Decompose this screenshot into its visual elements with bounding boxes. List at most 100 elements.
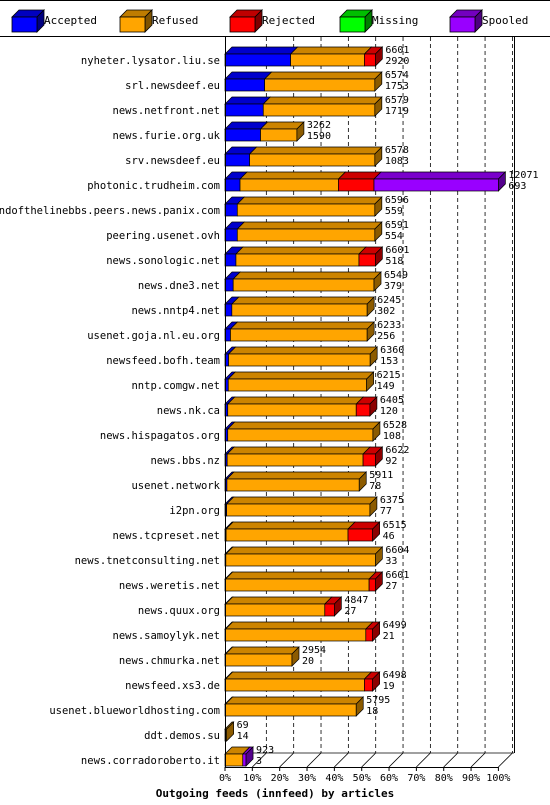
bar-segment-accepted bbox=[224, 153, 250, 167]
value-label-total: 69 bbox=[237, 720, 249, 731]
grid-floor-line bbox=[279, 752, 294, 768]
bar-segment-rejected bbox=[364, 53, 376, 67]
value-label-total: 6604 bbox=[385, 545, 409, 556]
bar-segment-refused-side bbox=[226, 721, 234, 742]
bar-segment-refused bbox=[249, 153, 376, 167]
legend-swatch-refused bbox=[119, 16, 146, 33]
bar-row-news-chmurka-net bbox=[224, 646, 300, 667]
bar-row-news-nk-ca bbox=[224, 396, 378, 417]
grid-floor-line bbox=[498, 752, 513, 768]
bar-segment-refused bbox=[225, 628, 367, 642]
value-label-accepted: 33 bbox=[385, 556, 397, 567]
bar-segment-refused bbox=[226, 503, 371, 517]
category-label: srv.newsdeef.eu bbox=[125, 155, 220, 167]
bar-segment-accepted bbox=[224, 278, 234, 292]
value-label-total: 6245 bbox=[377, 295, 401, 306]
bar-segment-spooled-side bbox=[245, 746, 254, 767]
bar-segment-refused-top bbox=[229, 321, 376, 330]
bar-segment-refused-top bbox=[230, 296, 376, 305]
bar-segment-refused bbox=[225, 603, 326, 617]
bar-segment-refused-top bbox=[226, 421, 381, 430]
bar-segment-refused-side bbox=[291, 646, 300, 667]
bar-row-nyheter-lysator-liu-se bbox=[224, 46, 384, 67]
category-label: news.tnetconsulting.net bbox=[75, 555, 220, 567]
legend-label-spooled: Spooled bbox=[482, 14, 528, 27]
bar-row-newsfeed-xs3-de bbox=[224, 671, 381, 692]
bar-segment-refused bbox=[239, 178, 339, 192]
x-tick-label: 90% bbox=[462, 773, 480, 784]
category-label: news.dne3.net bbox=[138, 280, 220, 292]
bar-segment-accepted bbox=[224, 303, 233, 317]
bar-segment-accepted-top bbox=[224, 46, 299, 55]
bar-segment-rejected-side bbox=[334, 596, 342, 617]
bar-segment-rejected bbox=[338, 178, 375, 192]
value-label-total: 6601 bbox=[385, 245, 409, 256]
bar-row-usenet-network bbox=[224, 471, 368, 492]
value-label-total: 6622 bbox=[385, 445, 409, 456]
bar-segment-rejected bbox=[355, 403, 371, 417]
value-label-accepted: 2920 bbox=[385, 56, 409, 67]
bar-segment-rejected bbox=[358, 253, 376, 267]
legend-item-refused: Refused bbox=[119, 9, 198, 33]
category-label: nyheter.lysator.liu.se bbox=[81, 55, 220, 67]
bar-row-newsfeed-bofh-team bbox=[224, 346, 379, 367]
category-label: news.nntp4.net bbox=[131, 305, 220, 317]
bar-row-news-bbs-nz bbox=[224, 446, 384, 467]
value-label-accepted: 153 bbox=[380, 356, 398, 367]
value-label-total: 6360 bbox=[380, 345, 404, 356]
bar-segment-refused-side bbox=[375, 546, 383, 567]
bar-segment-refused bbox=[227, 378, 367, 392]
value-label-accepted: 20 bbox=[302, 656, 314, 667]
bar-segment-refused bbox=[236, 203, 376, 217]
x-tick-label: 10% bbox=[243, 773, 261, 784]
value-label-total: 6596 bbox=[385, 195, 409, 206]
bar-segment-refused-top bbox=[232, 271, 382, 280]
bar-segment-refused bbox=[226, 478, 360, 492]
bar-segment-rejected-side bbox=[372, 621, 380, 642]
bar-segment-refused-side bbox=[374, 196, 383, 217]
category-label: news.weretis.net bbox=[119, 580, 220, 592]
bar-row-news-dne3-net bbox=[224, 271, 382, 292]
bar-segment-refused-top bbox=[224, 671, 373, 680]
value-label-total: 2954 bbox=[302, 645, 326, 656]
bar-row-news-quux-org bbox=[224, 596, 343, 617]
bar-segment-refused-top bbox=[224, 571, 377, 580]
bar-segment-spooled bbox=[373, 178, 499, 192]
value-label-accepted: 554 bbox=[385, 231, 403, 242]
bar-segment-rejected bbox=[364, 678, 373, 692]
category-label: photonic.trudheim.com bbox=[87, 180, 220, 192]
chart-bars bbox=[224, 46, 507, 767]
bar-segment-refused-side bbox=[366, 296, 375, 317]
bar-segment-refused-top bbox=[225, 496, 378, 505]
category-label: newsfeed.bofh.team bbox=[106, 355, 220, 367]
bar-segment-refused bbox=[227, 403, 357, 417]
category-label: news.tcpreset.net bbox=[113, 530, 220, 542]
category-label: ddt.demos.su bbox=[144, 730, 220, 742]
bar-row-news-tnetconsulting-net bbox=[224, 546, 384, 567]
legend-swatch-missing bbox=[339, 16, 366, 33]
legend-label-refused: Refused bbox=[152, 14, 198, 27]
value-label-total: 6405 bbox=[380, 395, 404, 406]
bar-segment-refused-top bbox=[248, 146, 383, 155]
x-tick-label: 30% bbox=[298, 773, 316, 784]
bar-row-news-nntp4-net bbox=[224, 296, 376, 317]
bar-segment-refused-side bbox=[372, 421, 381, 442]
category-label: news.nk.ca bbox=[157, 405, 220, 417]
value-label-accepted: 518 bbox=[385, 256, 403, 267]
value-label-accepted: 256 bbox=[377, 331, 395, 342]
value-label-total: 6591 bbox=[385, 220, 409, 231]
value-label-total: 5911 bbox=[369, 470, 393, 481]
value-label-accepted: 14 bbox=[237, 731, 249, 742]
value-label-accepted: 92 bbox=[385, 456, 397, 467]
category-label: news.quux.org bbox=[138, 605, 220, 617]
category-label: usenet.goja.nl.eu.org bbox=[87, 330, 220, 342]
bar-segment-rejected-side bbox=[375, 46, 383, 67]
legend-item-missing: Missing bbox=[339, 9, 418, 33]
value-label-accepted: 27 bbox=[385, 581, 397, 592]
bar-segment-refused bbox=[225, 528, 349, 542]
category-label: nntp.comgw.net bbox=[131, 380, 220, 392]
bar-row-peering-usenet-ovh bbox=[224, 221, 383, 242]
bar-segment-refused-side bbox=[358, 471, 367, 492]
value-label-total: 6498 bbox=[383, 670, 407, 681]
